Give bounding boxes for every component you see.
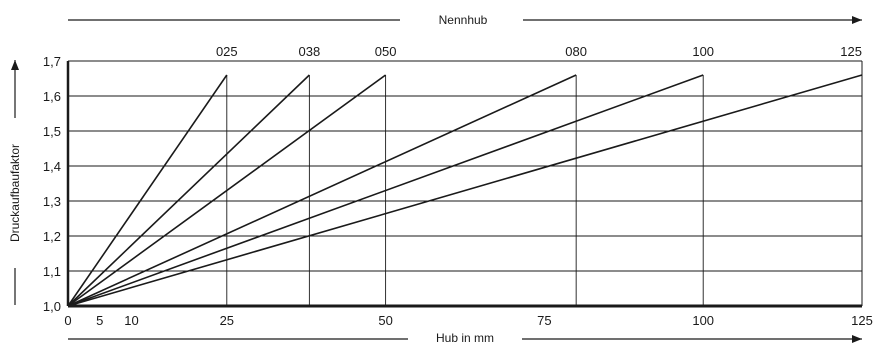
series-label-125: 125 (840, 44, 862, 59)
y-axis-label: Druckaufbaufaktor (8, 144, 22, 242)
top-axis-arrow: Nennhub (68, 13, 862, 27)
x-tick-label: 125 (851, 313, 873, 328)
x-axis-label: Hub in mm (436, 331, 494, 344)
grid (68, 60, 862, 306)
series-labels: 025 038 050 080 100 125 (216, 44, 862, 59)
series-label-038: 038 (299, 44, 321, 59)
x-axis-arrow: Hub in mm (68, 331, 862, 344)
x-tick-label: 25 (220, 313, 234, 328)
series-line-050 (67, 74, 387, 307)
series-lines (67, 74, 863, 307)
series-label-100: 100 (692, 44, 714, 59)
y-tick-label: 1,2 (43, 229, 61, 244)
y-axis-arrow: Druckaufbaufaktor (8, 60, 22, 305)
y-tick-label: 1,3 (43, 194, 61, 209)
x-tick-labels: 0 5 10 25 50 75 100 125 (64, 313, 872, 328)
x-tick-label: 50 (378, 313, 392, 328)
series-label-080: 080 (565, 44, 587, 59)
y-tick-label: 1,6 (43, 89, 61, 104)
y-tick-label: 1,4 (43, 159, 61, 174)
top-axis-label: Nennhub (439, 13, 488, 27)
series-line-025 (67, 74, 228, 307)
series-label-025: 025 (216, 44, 238, 59)
series-line-038 (67, 74, 310, 307)
y-tick-label: 1,0 (43, 299, 61, 314)
y-tick-label: 1,7 (43, 54, 61, 69)
x-tick-label: 75 (537, 313, 551, 328)
x-tick-label: 100 (692, 313, 714, 328)
plot-frame (66, 60, 863, 308)
x-tick-label: 0 (64, 313, 71, 328)
series-line-100 (67, 74, 704, 307)
y-tick-labels: 1,0 1,1 1,2 1,3 1,4 1,5 1,6 1,7 (43, 54, 61, 314)
x-tick-label: 5 (96, 313, 103, 328)
series-line-080 (67, 74, 577, 307)
x-tick-label: 10 (124, 313, 138, 328)
y-tick-label: 1,5 (43, 124, 61, 139)
series-label-050: 050 (375, 44, 397, 59)
y-tick-label: 1,1 (43, 264, 61, 279)
series-line-125 (67, 74, 863, 307)
